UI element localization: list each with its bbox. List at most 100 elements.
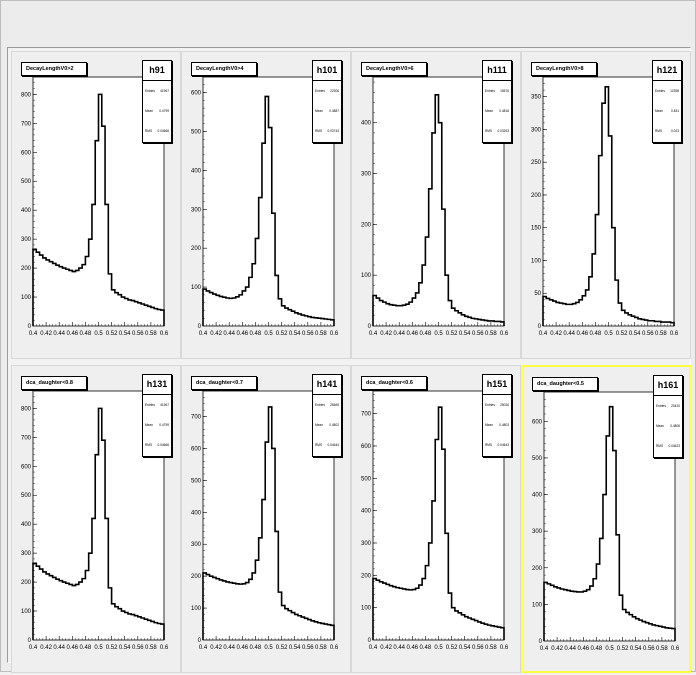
x-tick-label: 0.6	[330, 645, 339, 651]
y-tick-label: 200	[21, 580, 32, 586]
pad-h141[interactable]: 100 200 300 400 500 600 700 0 0.4 0.42 0.44 0.46 0.4…	[181, 365, 351, 673]
y-tick-label: 700	[191, 415, 202, 421]
stats-row-rms: RMS 0.03743	[313, 121, 341, 141]
histogram-name: h151	[483, 375, 511, 395]
x-tick-label: 0.4	[540, 646, 549, 652]
x-tick-label: 0.5	[434, 645, 443, 651]
x-tick-label: 0.6	[671, 646, 680, 652]
stats-box[interactable]: h151 Entries 25026 Mean 0.4803 RMS 0.04643	[482, 374, 512, 457]
histogram-title[interactable]: DecayLengthV0>6	[361, 62, 427, 76]
histogram-title[interactable]: DecayLengthV0>4	[191, 62, 257, 76]
stats-label: RMS	[656, 444, 664, 448]
x-tick-label: 0.54	[629, 331, 641, 337]
histogram-line	[372, 406, 505, 640]
x-tick-label: 0.56	[472, 645, 484, 651]
histogram-h131: 100 200 300 400 500 600 700 800 00.4 0.42 0.44 0.46…	[21, 390, 169, 651]
pad-h151[interactable]: 100 200 300 400 500 600 700 0 0.4 0.42 0.44 0.46 0.4…	[351, 365, 521, 673]
y-tick-label: 500	[191, 129, 202, 135]
x-tick-label: 0.4	[539, 331, 548, 337]
x-tick-label: 0.42	[380, 331, 392, 337]
histogram-title[interactable]: dca_daughter<0.6	[361, 376, 427, 390]
stats-value: 25026	[500, 403, 509, 407]
histogram-line	[32, 407, 165, 640]
histogram-title[interactable]: DecayLengthV0>2	[21, 62, 87, 76]
pad-h121[interactable]: 50 100 150 200 250 300 350 0 0.4 0.42 0.44 0.46 0.48…	[521, 51, 691, 359]
y-tick-label: 300	[191, 207, 202, 213]
y-tick-label: 200	[532, 566, 543, 572]
x-tick-label: 0.56	[472, 331, 484, 337]
stats-value: 0.04666	[157, 443, 169, 447]
pad-h161[interactable]: 100 200 300 400 500 600 0 0.4 0.42 0.44 0.46 0.48 0.…	[521, 365, 691, 673]
y-tick-label: 300	[361, 172, 372, 178]
histogram-title[interactable]: DecayLengthV0>8	[531, 62, 597, 76]
x-tick-label: 0.52	[446, 645, 458, 651]
x-tick-label: 0.46	[66, 645, 78, 651]
histogram-line	[32, 93, 165, 326]
y-tick-label: 50	[534, 291, 541, 297]
y-tick-label: 0	[28, 324, 32, 330]
histogram-title[interactable]: dca_daughter<0.7	[191, 376, 257, 390]
y-tick-label: 300	[21, 551, 32, 557]
stats-label: RMS	[655, 129, 663, 133]
stats-label: Mean	[145, 109, 153, 113]
x-tick-label: 0.58	[315, 645, 327, 651]
x-tick-label: 0.44	[564, 646, 576, 652]
x-tick-label: 0.48	[420, 331, 432, 337]
x-tick-label: 0.44	[563, 331, 575, 337]
stats-row-mean: Mean 0.481	[653, 101, 681, 121]
y-tick-label: 0	[538, 324, 542, 330]
stats-box[interactable]: h101 Entries 22306 Mean 0.4887 RMS 0.03743	[312, 60, 342, 143]
stats-value: 12398	[670, 89, 679, 93]
x-tick-label: 0.52	[106, 331, 118, 337]
stats-row-rms: RMS 0.04644	[313, 435, 341, 455]
x-tick-label: 0.48	[591, 646, 603, 652]
stats-box[interactable]: h161 Entries 20420 Mean 0.4806 RMS 0.04623	[653, 375, 683, 458]
stats-value: 41967	[160, 403, 169, 407]
x-tick-label: 0.48	[250, 645, 262, 651]
pad-h131[interactable]: 100 200 300 400 500 600 700 800 0 0.4 0.42 0.44 0.46…	[11, 365, 181, 673]
x-tick-label: 0.56	[132, 331, 144, 337]
stats-label: Mean	[485, 109, 493, 113]
stats-row-rms: RMS 0.03263	[483, 121, 511, 141]
x-tick-label: 0.44	[393, 331, 405, 337]
stats-box[interactable]: h131 Entries 41967 Mean 0.4799 RMS 0.04666	[142, 374, 172, 457]
x-tick-label: 0.6	[160, 645, 169, 651]
stats-value: 22306	[330, 89, 339, 93]
stats-box[interactable]: h111 Entries 15576 Mean 0.4816 RMS 0.03263	[482, 60, 512, 143]
stats-value: 26569	[330, 403, 339, 407]
y-tick-label: 500	[191, 478, 202, 484]
pad-h91[interactable]: 100 200 300 400 500 600 700 800 0 0.4 0.42 0.44 0.46…	[11, 51, 181, 359]
stats-box[interactable]: h141 Entries 26569 Mean 0.4802 RMS 0.04644	[312, 374, 342, 457]
x-tick-label: 0.54	[289, 331, 301, 337]
stats-label: Mean	[485, 423, 493, 427]
stats-box[interactable]: h91 Entries 41967 Mean 0.4799 RMS 0.04666	[142, 60, 172, 143]
stats-row-rms: RMS 0.04666	[143, 121, 171, 141]
y-tick-label: 100	[532, 602, 543, 608]
stats-row-entries: Entries 41967	[143, 395, 171, 415]
x-tick-label: 0.5	[264, 331, 273, 337]
histogram-title[interactable]: dca_daughter<0.8	[21, 376, 87, 390]
histogram-name: h101	[313, 61, 341, 81]
stats-value: 15576	[500, 89, 509, 93]
y-tick-label: 600	[532, 419, 543, 425]
stats-value: 41967	[160, 89, 169, 93]
y-tick-label: 800	[21, 92, 32, 98]
histogram-title[interactable]: dca_daughter<0.5	[532, 377, 598, 391]
y-tick-label: 0	[198, 324, 202, 330]
y-tick-label: 100	[361, 606, 372, 612]
x-tick-label: 0.4	[29, 645, 38, 651]
pad-h111[interactable]: 100 200 300 400 0 0.4 0.42 0.44 0.46 0.48 0.5 0.52 0…	[351, 51, 521, 359]
pad-h101[interactable]: 100 200 300 400 500 600 0 0.4 0.42 0.44 0.46 0.48 0.…	[181, 51, 351, 359]
x-tick-label: 0.52	[616, 331, 628, 337]
x-tick-label: 0.46	[66, 331, 78, 337]
stats-box[interactable]: h121 Entries 12398 Mean 0.481 RMS 0.023	[652, 60, 682, 143]
stats-row-rms: RMS 0.04623	[654, 436, 682, 456]
x-tick-label: 0.42	[380, 645, 392, 651]
y-tick-label: 400	[361, 121, 372, 127]
x-tick-label: 0.42	[40, 645, 52, 651]
y-tick-label: 400	[191, 168, 202, 174]
stats-value: 20420	[671, 404, 680, 408]
y-tick-label: 300	[191, 542, 202, 548]
stats-row-entries: Entries 25026	[483, 395, 511, 415]
y-tick-label: 300	[531, 127, 542, 133]
